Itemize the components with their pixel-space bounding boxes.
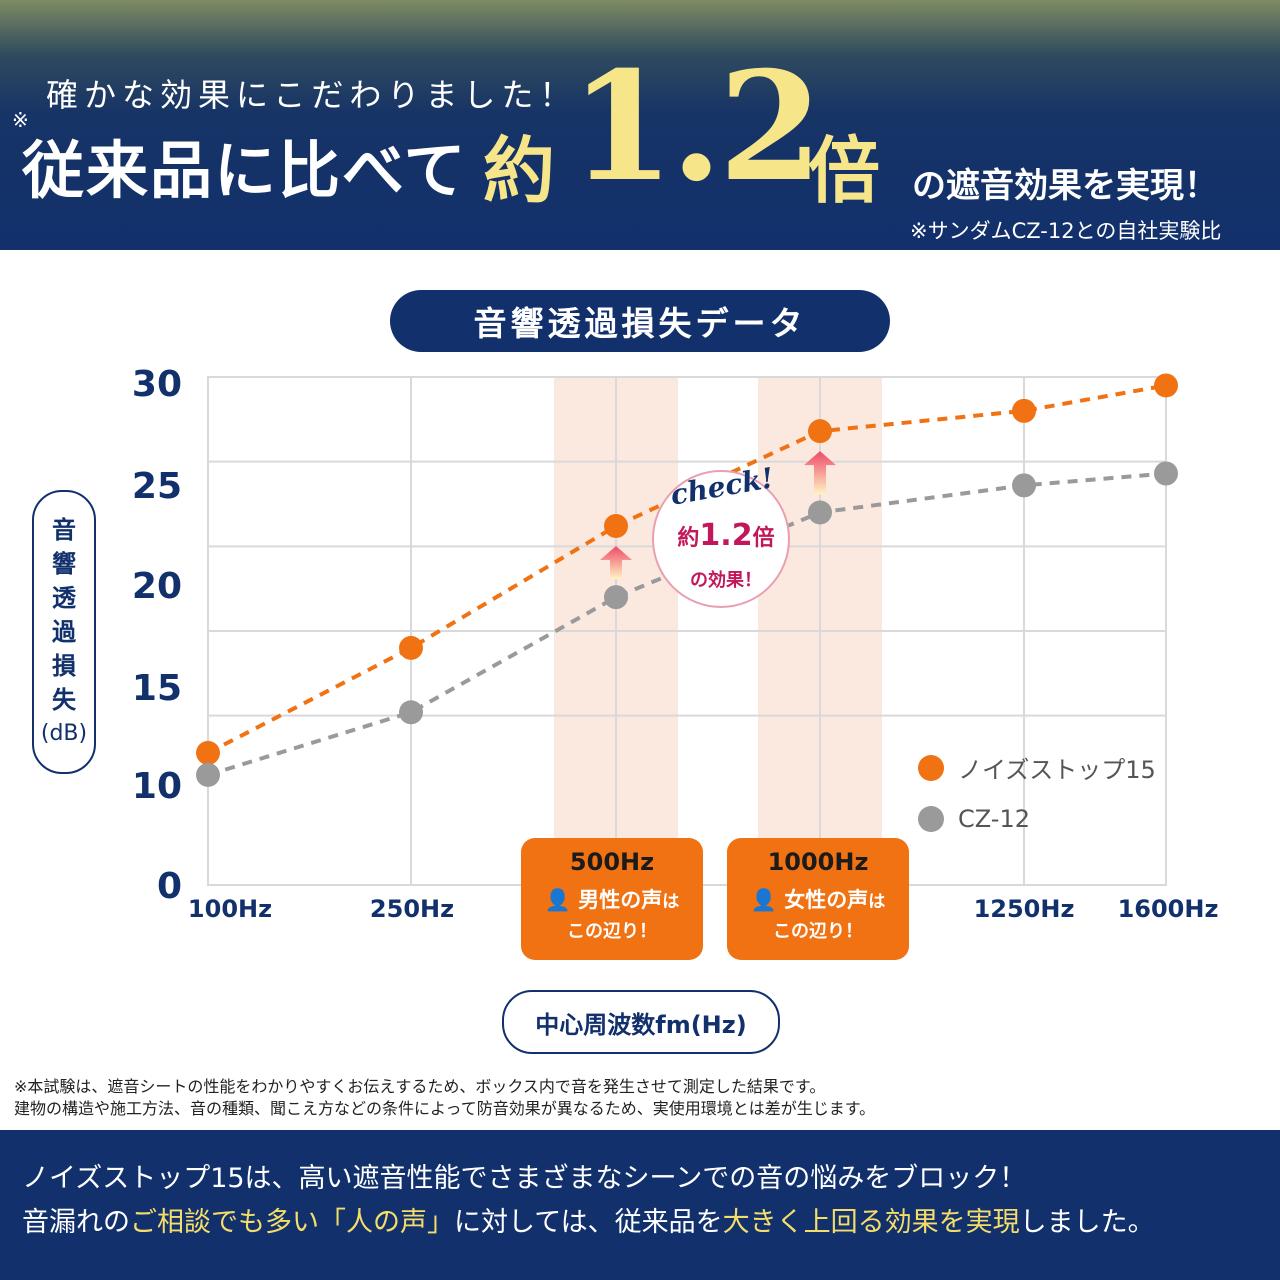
header-big-number: 1.2 — [570, 39, 823, 215]
y-label-char: 透 — [52, 584, 76, 612]
y-tick-label: 20 — [131, 566, 182, 607]
header-approx: 約 — [483, 128, 556, 213]
data-point-noisestop — [808, 419, 832, 444]
male-icon: 👤 — [544, 888, 571, 912]
header-times: 倍 — [808, 128, 881, 213]
x-tick-label: 250Hz — [369, 895, 455, 923]
legend-swatch — [918, 806, 944, 832]
data-point-noisestop — [196, 740, 220, 765]
check-annotation-circle — [652, 470, 790, 608]
y-label-char: 過 — [52, 618, 76, 646]
highlight-text-sub: この辺り！ — [773, 921, 863, 942]
legend-label: CZ-12 — [958, 805, 1030, 833]
check-value: 約1.2倍 — [677, 518, 775, 553]
footnote-line: ※本試験は、遮音シートの性能をわかりやすくお伝えするため、ボックス内で音を発生さ… — [14, 1077, 826, 1096]
highlight-text-particle: は — [662, 892, 680, 912]
footer-line-2: 音漏れのご相談でも多い「人の声」に対しては、従来品を大きく上回る効果を実現しまし… — [22, 1207, 1155, 1238]
header-subtitle: 確かな効果にこだわりました！ — [46, 76, 578, 114]
highlight-hz: 500Hz — [569, 848, 655, 876]
header-banner: 確かな効果にこだわりました！ ※ 従来品に比べて 約 1.2 倍 の遮音効果を実… — [0, 0, 1280, 250]
data-point-cz12 — [1154, 461, 1178, 486]
footer-banner: ノイズストップ15は、高い遮音性能でさまざまなシーンでの音の悩みをブロック！ 音… — [0, 1130, 1280, 1280]
header-tail: の遮音効果を実現！ — [912, 166, 1218, 206]
legend-item-noisestop: ノイズストップ15 — [918, 750, 1156, 785]
highlight-text: 女性の声 — [784, 888, 869, 912]
y-tick-label: 30 — [131, 364, 182, 405]
footnote: ※本試験は、遮音シートの性能をわかりやすくお伝えするため、ボックス内で音を発生さ… — [14, 1076, 875, 1120]
x-tick-label: 1600Hz — [1117, 895, 1219, 923]
data-point-noisestop — [399, 635, 423, 660]
y-label-char: 損 — [52, 652, 76, 680]
y-tick-label: 0 — [156, 866, 182, 907]
data-point-noisestop — [1012, 398, 1036, 423]
legend-swatch — [918, 754, 944, 781]
highlight-box-female: 1000Hz 👤 女性の声は この辺り！ — [727, 838, 909, 960]
header-note-mark: ※ — [12, 108, 29, 132]
data-point-cz12 — [1012, 473, 1036, 498]
chart-title: 音響透過損失データ — [390, 290, 890, 352]
increase-arrow — [600, 546, 632, 580]
highlight-text: 男性の声 — [578, 888, 663, 912]
increase-arrow — [804, 451, 836, 495]
y-axis-label: 音 響 透 過 損 失 (dB) — [32, 490, 96, 774]
legend-item-cz12: CZ-12 — [918, 805, 1030, 833]
data-point-cz12 — [196, 762, 220, 787]
footnote-line: 建物の構造や施工方法、音の種類、聞こえ方などの条件によって防音効果が異なるため、… — [14, 1099, 876, 1118]
highlight-text-sub: この辺り！ — [567, 921, 657, 942]
highlight-text-particle: は — [868, 892, 886, 912]
data-point-cz12 — [808, 500, 832, 525]
y-tick-label: 25 — [131, 466, 182, 507]
y-label-char: 失 — [52, 686, 76, 714]
y-label-char: 響 — [52, 550, 76, 578]
y-label-unit: (dB) — [40, 721, 88, 746]
data-point-cz12 — [399, 700, 423, 725]
x-axis-label: 中心周波数fm(Hz) — [502, 990, 780, 1054]
highlight-hz: 1000Hz — [767, 848, 869, 876]
x-tick-label: 1250Hz — [973, 895, 1075, 923]
header-main-text: 従来品に比べて — [22, 134, 468, 207]
y-tick-label: 10 — [131, 766, 182, 807]
data-point-cz12 — [604, 585, 628, 610]
legend-label: ノイズストップ15 — [958, 756, 1156, 784]
check-sub: の効果！ — [690, 570, 762, 591]
y-tick-label: 15 — [131, 668, 182, 709]
data-point-noisestop — [604, 514, 628, 539]
y-label-char: 音 — [52, 516, 76, 544]
footer-line-1: ノイズストップ15は、高い遮音性能でさまざまなシーンでの音の悩みをブロック！ — [22, 1163, 1027, 1194]
female-icon: 👤 — [750, 888, 777, 912]
x-tick-label: 100Hz — [187, 895, 273, 923]
highlight-box-male: 500Hz 👤 男性の声は この辺り！ — [521, 838, 703, 960]
header-reference: ※サンダムCZ-12との自社実験比 — [910, 219, 1222, 243]
data-point-noisestop — [1154, 373, 1178, 398]
